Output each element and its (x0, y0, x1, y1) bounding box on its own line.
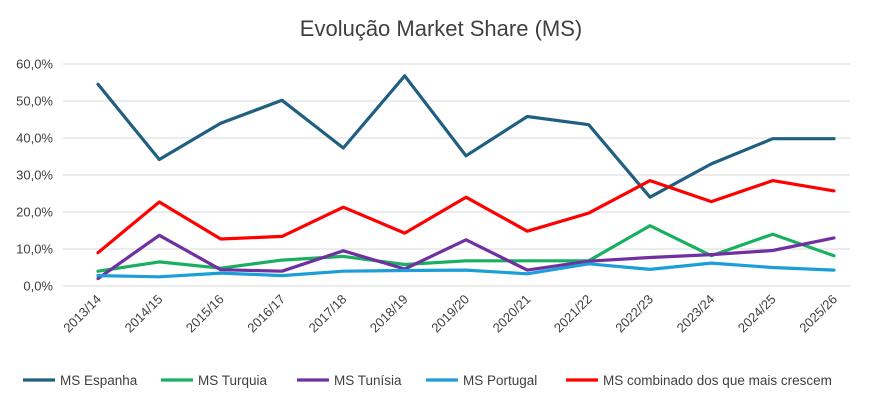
series-line-3 (96, 261, 836, 279)
legend-label: MS Tunísia (334, 373, 402, 388)
series-line-4 (96, 179, 836, 255)
legend-label: MS Turquia (198, 373, 268, 388)
legend-label: MS combinado dos que mais crescem (603, 373, 832, 388)
x-tick-label: 2018/19 (367, 292, 411, 336)
legend-label: MS Espanha (60, 373, 138, 388)
x-tick-label: 2015/16 (183, 292, 227, 336)
x-tick-label: 2025/26 (796, 292, 840, 336)
legend-label: MS Portugal (463, 373, 537, 388)
y-tick-label: 50,0% (16, 94, 53, 109)
chart-title: Evolução Market Share (MS) (300, 16, 582, 41)
x-tick-label: 2017/18 (306, 292, 350, 336)
x-tick-label: 2016/17 (244, 292, 288, 336)
x-axis-ticks: 2013/14 2014/15 2015/16 2016/17 2017/18 2018/… (60, 292, 840, 336)
x-tick-label: 2021/22 (551, 292, 595, 336)
series-line-2 (96, 233, 836, 281)
y-tick-label: 0,0% (23, 279, 53, 294)
x-tick-label: 2022/23 (612, 292, 656, 336)
legend: MS Espanha MS Turquia MS Tunísia MS Portuga… (23, 373, 832, 388)
y-tick-label: 30,0% (16, 168, 53, 183)
x-tick-label: 2024/25 (735, 292, 779, 336)
x-tick-label: 2013/14 (60, 292, 104, 336)
y-axis-ticks: 0,0% 10,0% 20,0% 30,0% 40,0% 50,0% 60,0% (16, 57, 53, 294)
y-tick-label: 40,0% (16, 131, 53, 146)
series-line-0 (96, 74, 836, 199)
y-tick-label: 60,0% (16, 57, 53, 72)
y-tick-label: 10,0% (16, 242, 53, 257)
x-tick-label: 2019/20 (428, 292, 472, 336)
x-tick-label: 2014/15 (122, 292, 166, 336)
series-lines (96, 74, 836, 281)
x-tick-label: 2023/24 (674, 292, 718, 336)
x-tick-label: 2020/21 (490, 292, 534, 336)
y-tick-label: 20,0% (16, 205, 53, 220)
